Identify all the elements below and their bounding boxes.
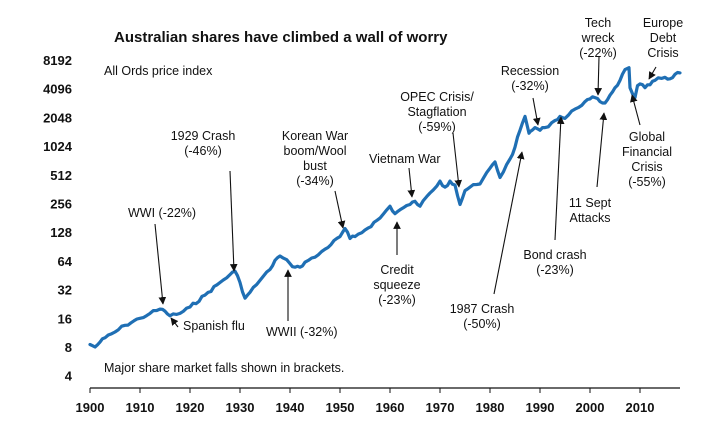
annotation-line: (-34%) (296, 174, 334, 188)
annotation-line: (-46%) (184, 144, 222, 158)
annotation-label: WWI (-22%) (128, 206, 196, 220)
annotation-label: Recession (-32%) (501, 64, 559, 93)
y-tick-label: 4 (65, 369, 73, 384)
y-tick-label: 32 (58, 283, 72, 298)
annotation-label: OPEC Crisis/Stagflation (-59%) (400, 90, 474, 134)
annotation-arrows (154, 56, 657, 328)
annotation-arrow (229, 170, 238, 272)
x-tick-label: 1930 (226, 400, 255, 415)
x-tick-label: 1940 (276, 400, 305, 415)
annotation-label: Bond crash (-23%) (523, 248, 586, 277)
annotation-label: 11 Sept Attacks (569, 196, 612, 225)
annotation-line: Credit (380, 263, 414, 277)
annotation-line: Recession (501, 64, 559, 78)
y-tick-label: 16 (58, 311, 72, 326)
annotation-line: Bond crash (523, 248, 586, 262)
annotation-line: (-59%) (418, 120, 456, 134)
annotation-line: OPEC Crisis/ (400, 90, 474, 104)
x-axis: 1900 1910 1920 1930 1940 1950 1960 1970 1980 1990… (76, 387, 680, 415)
x-tick-label: 1900 (76, 400, 105, 415)
annotation-line: Global (629, 130, 665, 144)
y-tick-label: 64 (58, 254, 73, 269)
annotation-line: WWI (-22%) (128, 206, 196, 220)
annotation-line: bust (303, 159, 327, 173)
annotation-line: Crisis (647, 46, 678, 60)
x-tick-label: 2010 (626, 400, 655, 415)
annotation-line: Attacks (570, 211, 611, 225)
annotation-label: Europe Debt Crisis (643, 16, 683, 60)
x-tick-label: 1970 (426, 400, 455, 415)
annotation-label: Vietnam War (369, 152, 441, 166)
x-tick-label: 1910 (126, 400, 155, 415)
annotation-line: Europe (643, 16, 683, 30)
annotation-line: 1987 Crash (450, 302, 515, 316)
annotation-line: 11 Sept (569, 196, 612, 210)
annotation-line: wreck (581, 31, 615, 45)
annotation-line: (-55%) (628, 175, 666, 189)
annotation-line: 1929 Crash (171, 129, 236, 143)
annotation-label: 1929 Crash (-46%) (171, 129, 236, 158)
x-tick-label: 1980 (476, 400, 505, 415)
annotation-line: squeeze (373, 278, 420, 292)
annotation-label: Credit squeeze (-23%) (373, 263, 420, 307)
x-tick-label: 2000 (576, 400, 605, 415)
x-tick-label: 1960 (376, 400, 405, 415)
y-axis: 4 8 16 32 64 128 256 512 1024 2048 4096 8192 (43, 53, 73, 384)
annotation-line: Vietnam War (369, 152, 441, 166)
x-tick-label: 1920 (176, 400, 205, 415)
annotation-arrow (532, 97, 541, 126)
annotation-arrow (407, 167, 416, 198)
annotation-line: (-32%) (511, 79, 549, 93)
y-tick-label: 1024 (43, 139, 73, 154)
annotation-line: WWII (-32%) (266, 325, 338, 339)
annotation-line: Stagflation (407, 105, 466, 119)
annotation-arrow (648, 66, 657, 80)
annotation-line: boom/Wool (284, 144, 347, 158)
x-tick-label: 1950 (326, 400, 355, 415)
annotation-line: (-23%) (536, 263, 574, 277)
annotation-arrow (630, 94, 641, 126)
annotation-label: Tech wreck (-22%) (579, 16, 617, 60)
annotation-arrow (170, 317, 179, 328)
annotation-line: (-23%) (378, 293, 416, 307)
annotation-label: Korean War boom/Wool bust (-34%) (282, 129, 348, 188)
annotation-label: Global Financial Crisis (-55%) (622, 130, 672, 189)
annotation-arrow (154, 223, 167, 305)
annotation-arrow (596, 112, 608, 188)
annotation-arrow (493, 151, 525, 295)
annotation-arrow (334, 190, 346, 229)
annotation-line: Debt (650, 31, 677, 45)
annotation-arrow (452, 132, 463, 188)
chart-subtitle: All Ords price index (104, 64, 213, 78)
y-tick-label: 512 (50, 168, 72, 183)
annotation-label: Spanish flu (183, 319, 245, 333)
annotation-line: Crisis (631, 160, 662, 174)
annotation-label: WWII (-32%) (266, 325, 338, 339)
annotation-line: Tech (585, 16, 611, 30)
x-tick-label: 1990 (526, 400, 555, 415)
y-tick-label: 4096 (43, 82, 72, 97)
annotation-line: Korean War (282, 129, 348, 143)
y-tick-label: 256 (50, 197, 72, 212)
annotation-arrow (554, 116, 565, 241)
chart-title: Australian shares have climbed a wall of… (114, 29, 448, 46)
y-tick-label: 8192 (43, 53, 72, 68)
annotation-line: (-22%) (579, 46, 617, 60)
annotation-line: (-50%) (463, 317, 501, 331)
chart-footnote: Major share market falls shown in bracke… (104, 361, 344, 375)
series-line (88, 66, 682, 349)
annotation-line: Spanish flu (183, 319, 245, 333)
annotation-label: 1987 Crash (-50%) (450, 302, 515, 331)
y-tick-label: 128 (50, 225, 72, 240)
annotation-line: Financial (622, 145, 672, 159)
annotations: 1929 Crash (-46%) WWI (-22%) Spanish flu WWI… (128, 16, 683, 339)
y-tick-label: 8 (65, 340, 72, 355)
annotation-arrow (594, 56, 603, 96)
y-tick-label: 2048 (43, 110, 72, 125)
